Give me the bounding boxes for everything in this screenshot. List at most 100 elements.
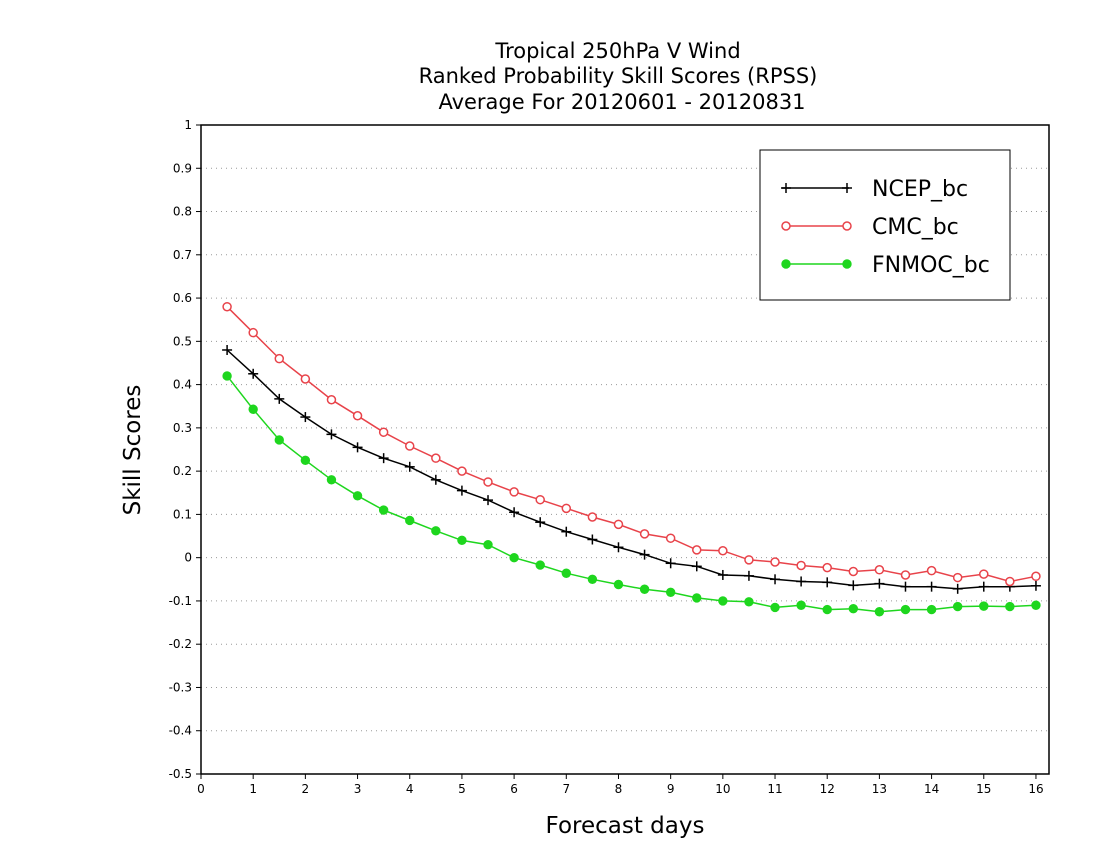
data-point-open-circle	[781, 221, 791, 231]
y-tick-label: -0.5	[169, 767, 192, 781]
legend: NCEP_bc CMC_bc FNMOC_bc	[759, 149, 1011, 301]
data-point-plus	[796, 576, 807, 587]
data-point-open-circle	[613, 519, 624, 530]
y-tick-label: 0.7	[173, 248, 192, 262]
data-point-open-circle	[1005, 576, 1015, 587]
x-tick-label: 11	[767, 782, 782, 796]
data-point-open-circle	[535, 494, 545, 505]
data-point-open-circle	[952, 572, 963, 583]
data-point-open-circle	[561, 503, 572, 514]
x-tick-label: 0	[197, 782, 205, 796]
y-axis-title: Skill Scores	[120, 385, 146, 516]
x-tick-label: 14	[924, 782, 939, 796]
data-point-filled-circle	[874, 607, 885, 617]
data-point-filled-circle	[1005, 601, 1015, 612]
data-point-filled-circle	[509, 552, 519, 563]
x-tick-label: 2	[302, 782, 310, 796]
y-tick-label: 0.6	[173, 291, 192, 305]
legend-entry: CMC_bc	[781, 215, 959, 240]
data-point-open-circle	[926, 565, 937, 576]
data-point-open-circle	[326, 394, 337, 405]
x-tick-label: 4	[406, 782, 414, 796]
chart-title-line-2: Ranked Probability Skill Scores (RPSS)	[419, 64, 818, 88]
data-point-filled-circle	[822, 604, 832, 615]
data-point-filled-circle	[848, 604, 859, 614]
data-point-plus	[717, 569, 728, 580]
data-point-filled-circle	[561, 568, 571, 578]
data-point-open-circle	[639, 529, 650, 539]
data-point-plus	[535, 517, 546, 528]
data-point-plus	[848, 580, 859, 591]
data-point-plus	[509, 507, 520, 518]
data-point-filled-circle	[378, 505, 389, 515]
y-tick-label: -0.2	[169, 637, 192, 651]
data-point-filled-circle	[274, 435, 284, 445]
data-point-plus	[613, 542, 624, 553]
y-tick-label: 0.4	[173, 378, 192, 392]
data-point-filled-circle	[587, 574, 598, 584]
data-point-open-circle	[431, 453, 441, 463]
data-point-open-circle	[796, 560, 806, 571]
data-point-plus	[561, 526, 572, 537]
data-point-open-circle	[378, 427, 389, 437]
y-tick-label: 0	[184, 551, 192, 565]
y-tick-label: 0.8	[173, 205, 192, 219]
data-point-plus	[639, 549, 650, 560]
data-point-plus	[404, 461, 415, 472]
data-point-plus	[842, 183, 852, 193]
x-tick-label: 8	[615, 782, 623, 796]
data-point-open-circle	[848, 566, 859, 577]
data-point-open-circle	[404, 441, 415, 451]
data-point-filled-circle	[535, 560, 545, 570]
series-line	[226, 375, 1037, 613]
data-point-filled-circle	[952, 601, 963, 612]
data-point-filled-circle	[718, 596, 728, 606]
data-point-plus	[378, 453, 389, 464]
data-series	[222, 301, 1041, 617]
legend-entry: FNMOC_bc	[781, 253, 990, 278]
y-axis-ticks: 1 0.9 0.8 0.7 0.6 0.5 0.4 0.3 0.2 0.1 0 -0.1 -0.2 -0.…	[169, 118, 201, 781]
data-point-open-circle	[222, 301, 232, 312]
data-point-filled-circle	[405, 515, 415, 526]
x-tick-label: 9	[667, 782, 675, 796]
data-point-plus	[952, 583, 963, 594]
data-point-open-circle	[718, 545, 728, 556]
x-tick-label: 12	[820, 782, 835, 796]
data-point-open-circle	[770, 557, 780, 567]
data-point-filled-circle	[222, 371, 232, 381]
data-point-plus	[874, 578, 885, 589]
data-point-open-circle	[692, 545, 702, 555]
data-point-plus	[900, 581, 911, 592]
data-point-open-circle	[874, 565, 885, 575]
data-point-plus	[430, 474, 441, 485]
series-cmc-bc	[222, 301, 1041, 587]
x-tick-label: 7	[562, 782, 570, 796]
x-tick-label: 13	[872, 782, 887, 796]
data-point-plus	[743, 570, 754, 581]
data-point-plus	[587, 534, 598, 545]
data-point-filled-circle	[639, 584, 650, 594]
data-point-open-circle	[457, 466, 467, 476]
data-point-filled-circle	[744, 597, 754, 607]
x-axis-ticks: 0 1 2 3 4 5 6 7 8 9 10 11 12 13 14 15 16	[197, 774, 1044, 796]
chart-title-line-1: Tropical 250hPa V Wind	[494, 39, 740, 63]
data-point-filled-circle	[326, 475, 337, 485]
chart-title-line-3: Average For 20120601 - 20120831	[438, 90, 805, 114]
data-point-open-circle	[587, 512, 598, 522]
y-tick-label: 0.3	[173, 421, 192, 435]
data-point-plus	[691, 561, 702, 572]
data-point-plus	[456, 485, 467, 496]
data-point-filled-circle	[926, 604, 937, 615]
data-point-open-circle	[300, 374, 311, 384]
series-fnmoc-bc	[222, 371, 1041, 617]
y-tick-label: 0.9	[173, 161, 192, 175]
data-point-filled-circle	[457, 535, 467, 546]
data-point-filled-circle	[796, 600, 806, 610]
data-point-filled-circle	[770, 602, 780, 613]
data-point-filled-circle	[842, 259, 852, 269]
data-point-filled-circle	[352, 491, 363, 501]
data-point-filled-circle	[900, 604, 911, 615]
data-point-plus	[352, 442, 363, 453]
series-line	[226, 306, 1037, 583]
